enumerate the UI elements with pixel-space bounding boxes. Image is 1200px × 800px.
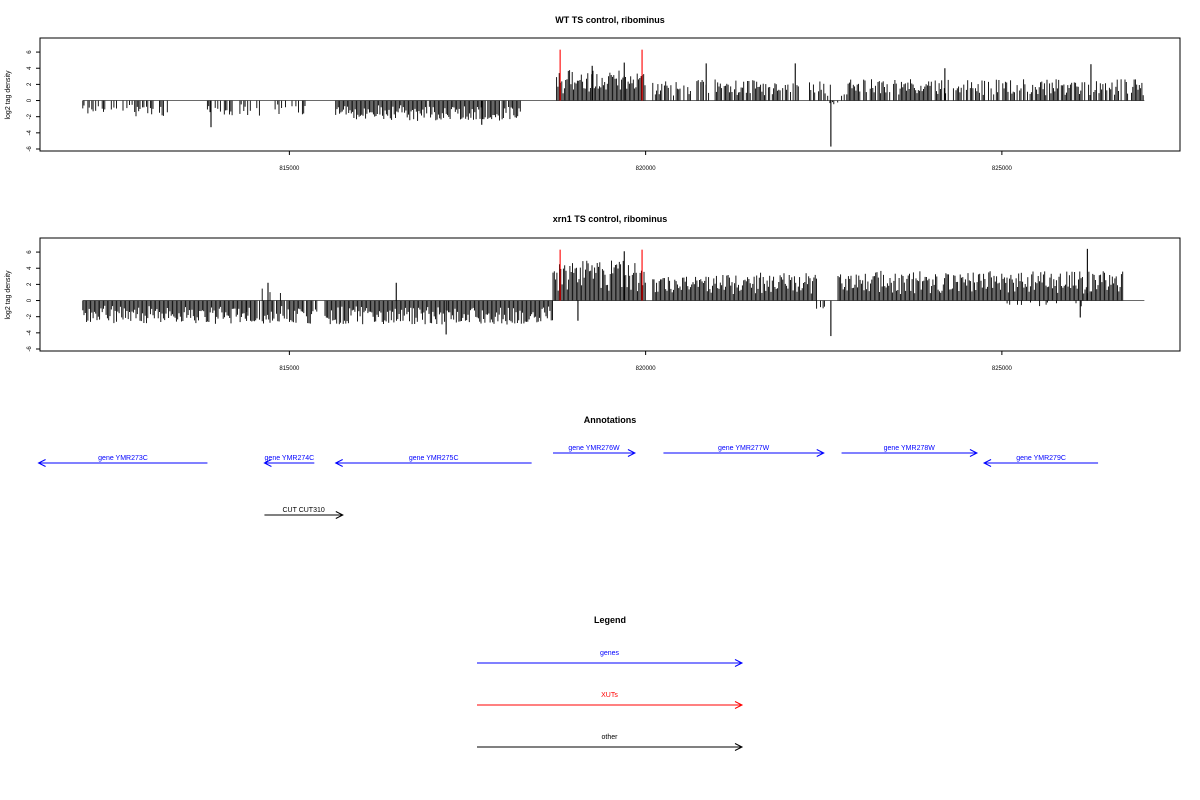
annotation-arrowhead (816, 449, 825, 457)
annotation-feature: CUT CUT310 (264, 507, 344, 519)
ytick-label: 2 (27, 282, 33, 286)
annotation-feature: gene YMR275C (334, 455, 532, 467)
xtick-label: 815000 (279, 166, 300, 172)
density-bars (82, 260, 1124, 325)
panel-xrn1-frame (39, 237, 1181, 352)
annotations-tracks: gene YMR273C gene YMR274C gene YMR275C gene… (37, 445, 1099, 519)
annotation-arrowhead (334, 459, 343, 467)
xtick-label: 825000 (992, 166, 1013, 172)
ytick-label: -6 (27, 146, 33, 152)
ytick-label: 2 (27, 82, 33, 86)
annotation-feature: gene YMR273C (37, 455, 208, 467)
xtick-label: 820000 (636, 166, 657, 172)
legend-label: genes (600, 650, 620, 657)
panel-xrn1-title: xrn1 TS control, ribominus (553, 214, 668, 224)
panel-wt: WT TS control, ribominus log2 tag densit… (5, 15, 1181, 172)
annotation-feature: gene YMR279C (982, 455, 1099, 467)
annotation-feature: gene YMR274C (263, 455, 315, 467)
annotation-label: gene YMR275C (409, 455, 459, 462)
annotation-label: gene YMR274C (265, 455, 315, 462)
ytick-label: 0 (27, 298, 33, 302)
ytick-label: 6 (27, 250, 33, 254)
panel-xrn1-plot: -6 -4 -2 0 2 4 6 815000 820000 825000 (27, 248, 1145, 372)
xtick-label: 820000 (636, 366, 657, 372)
density-bars (82, 70, 1144, 121)
annotation-arrowhead (982, 459, 992, 467)
annotation-arrowhead (335, 511, 344, 519)
panel-xrn1: xrn1 TS control, ribominus log2 tag dens… (5, 214, 1181, 372)
annotation-arrowhead (627, 449, 637, 457)
legend-arrowhead (734, 743, 744, 751)
annotation-arrowhead (263, 459, 272, 467)
legend-panel: Legend genes XUTs other (477, 615, 744, 751)
legend-entry: XUTs (477, 692, 744, 709)
annotation-label: gene YMR279C (1016, 455, 1066, 462)
panel-wt-frame (39, 37, 1181, 152)
legend-arrowhead (734, 659, 744, 667)
annotation-arrowhead (969, 449, 979, 457)
annotation-label: gene YMR278W (884, 445, 936, 452)
annotation-label: gene YMR273C (98, 455, 148, 462)
legend-title: Legend (594, 615, 626, 625)
ytick-label: -2 (27, 313, 33, 319)
legend-label: XUTs (601, 692, 618, 699)
annotation-label: gene YMR277W (718, 445, 770, 452)
legend-arrowhead (734, 701, 744, 709)
annotation-feature: gene YMR277W (663, 445, 825, 457)
ytick-label: 4 (27, 66, 33, 70)
annotation-label: gene YMR276W (568, 445, 620, 452)
annotation-feature: gene YMR278W (841, 445, 979, 457)
panel-wt-plot: -6 -4 -2 0 2 4 6 815000 820000 825000 (27, 49, 1145, 172)
annotations-title: Annotations (584, 415, 637, 425)
annotation-arrowhead (37, 459, 46, 467)
ytick-label: -4 (27, 330, 33, 336)
legend-label: other (602, 734, 619, 741)
legend-entry: other (477, 734, 744, 751)
ytick-label: -6 (27, 346, 33, 352)
panel-wt-title: WT TS control, ribominus (555, 15, 665, 25)
ytick-label: 0 (27, 98, 33, 102)
panel-xrn1-ylabel: log2 tag density (5, 270, 12, 320)
ytick-label: -4 (27, 130, 33, 136)
annotation-feature: gene YMR276W (553, 445, 637, 457)
ytick-label: -2 (27, 113, 33, 119)
legend-entry: genes (477, 650, 744, 667)
xtick-label: 815000 (279, 366, 300, 372)
ytick-label: 4 (27, 266, 33, 270)
ytick-label: 6 (27, 50, 33, 54)
xtick-label: 825000 (992, 366, 1013, 372)
annotation-label: CUT CUT310 (282, 507, 324, 514)
annotations-panel: Annotations gene YMR273C gene YMR274C gene… (37, 415, 1099, 519)
panel-wt-ylabel: log2 tag density (5, 70, 12, 120)
legend-entries: genes XUTs other (477, 650, 744, 751)
